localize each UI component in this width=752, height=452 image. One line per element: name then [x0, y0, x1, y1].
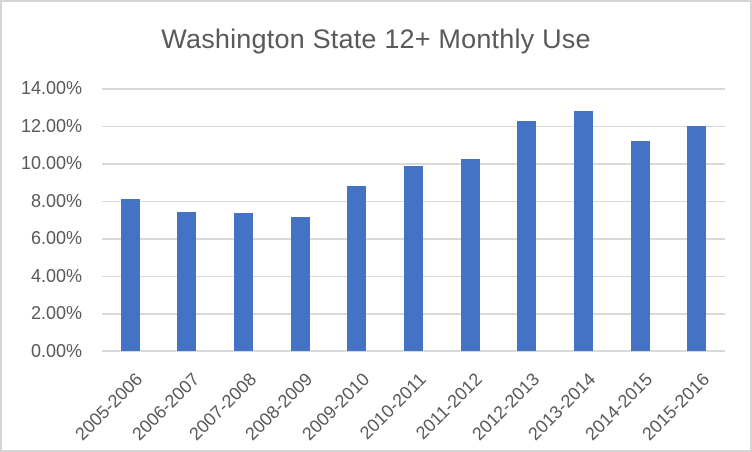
bar-2013-2014 — [573, 110, 593, 351]
y-axis-tick-label: 2.00% — [30, 303, 82, 324]
bar-2008-2009 — [290, 216, 310, 351]
y-axis-tick-label: 12.00% — [20, 115, 82, 136]
gridline — [102, 163, 725, 165]
gridline — [102, 88, 725, 90]
y-axis-tick-label: 0.00% — [30, 341, 82, 361]
bar-2007-2008 — [234, 212, 254, 351]
bar-2015-2016 — [687, 125, 707, 351]
bar-2005-2006 — [120, 198, 140, 351]
x-axis-line — [102, 350, 725, 352]
y-axis-tick-label: 8.00% — [30, 190, 82, 211]
y-axis-tick-label: 14.00% — [20, 78, 82, 98]
y-axis-tick-label: 10.00% — [20, 153, 82, 174]
chart-title: Washington State 12+ Monthly Use — [161, 24, 591, 54]
bar-2009-2010 — [347, 185, 367, 351]
gridline — [102, 125, 725, 128]
bar-2006-2007 — [177, 211, 197, 351]
bar-2012-2013 — [517, 120, 537, 351]
bar-2014-2015 — [630, 140, 650, 351]
bar-2011-2012 — [460, 159, 480, 351]
y-axis-tick-label: 6.00% — [30, 228, 82, 249]
bar-2010-2011 — [404, 165, 423, 351]
y-axis-tick-label: 4.00% — [30, 265, 82, 286]
